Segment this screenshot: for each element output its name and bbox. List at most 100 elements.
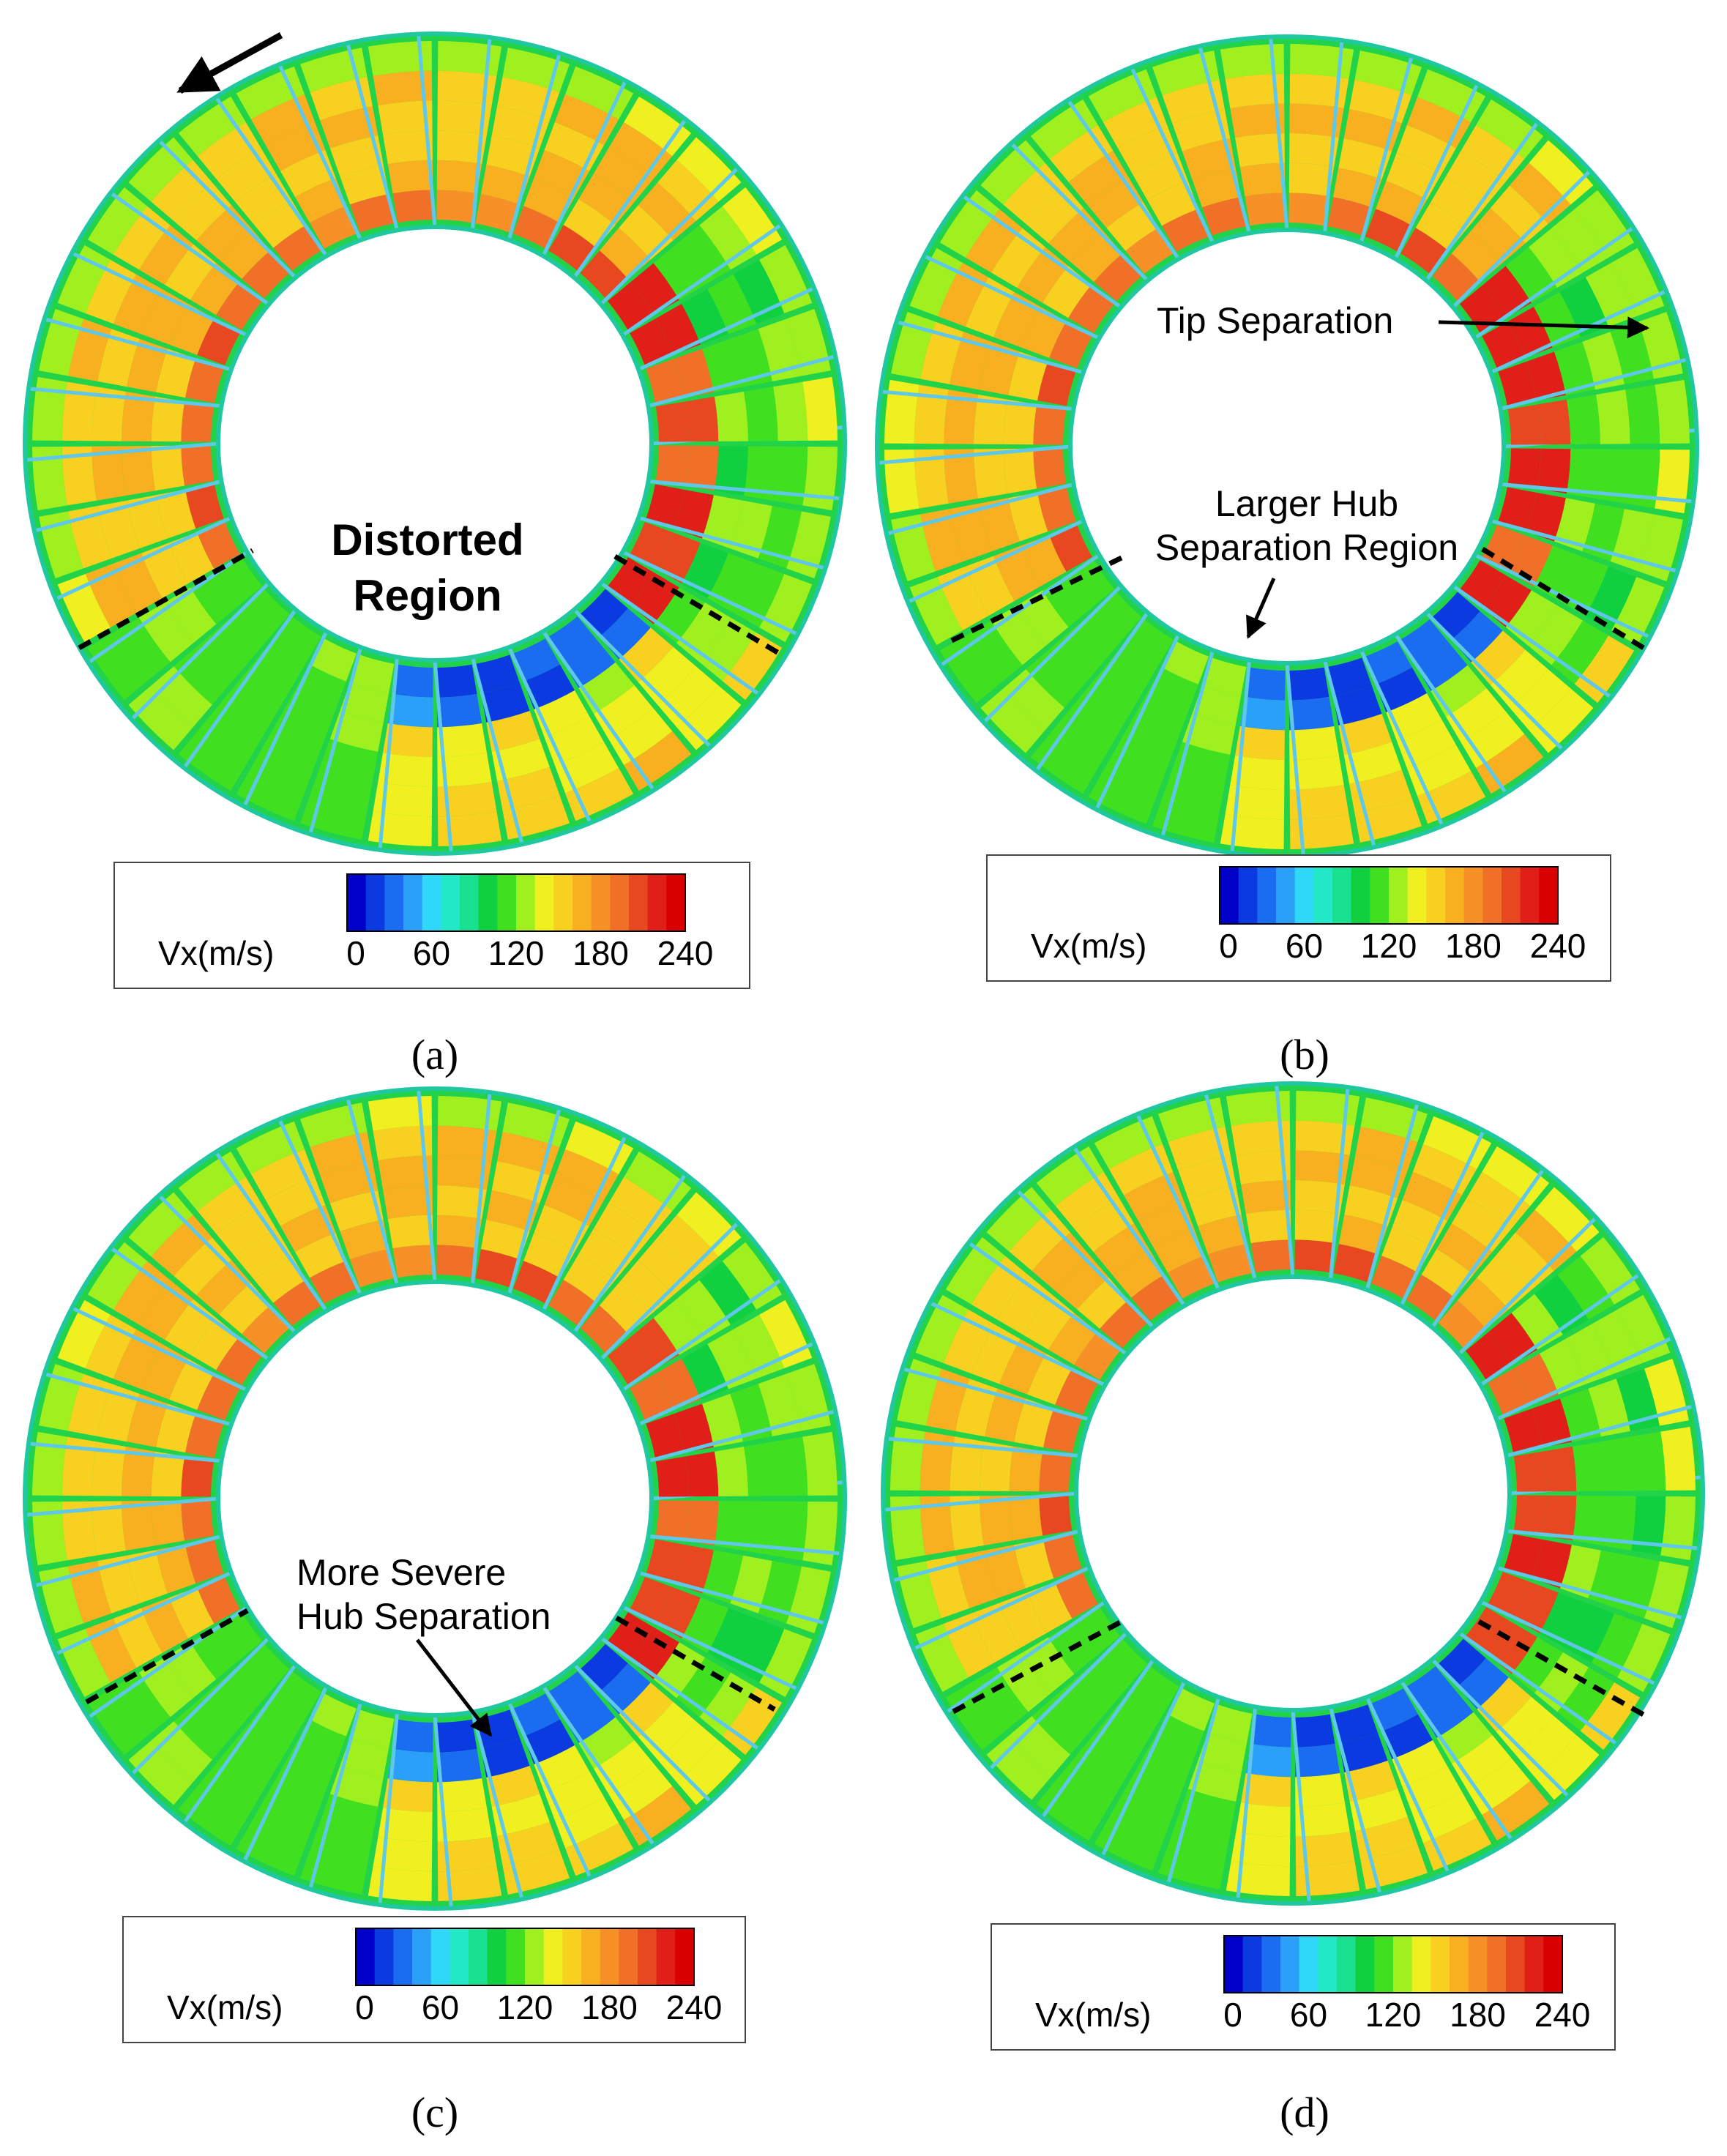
blade-edge (1500, 482, 1694, 504)
contour-cell (113, 206, 171, 270)
contour-cell (512, 1261, 560, 1304)
contour-cell (950, 1496, 984, 1551)
contour-cell (1162, 209, 1209, 252)
colorbar-swatch (1355, 1936, 1375, 1993)
contour-cell (1476, 99, 1544, 160)
contour-cell (802, 447, 838, 511)
contour-cell (61, 446, 97, 506)
blade-edge (433, 1715, 453, 1909)
contour-cell (773, 1436, 808, 1496)
colorbar-swatch (1468, 1936, 1488, 1993)
annulus-contour (881, 1081, 1705, 1906)
contour-cell (1239, 696, 1286, 731)
contour-cell (980, 688, 1045, 753)
contour-cell (758, 318, 802, 381)
annotation-separation-region: Separation Region (1155, 527, 1458, 568)
contour-cell (92, 1441, 126, 1496)
colorbar-swatch (543, 1928, 563, 1985)
blade-edge (507, 1107, 562, 1296)
contour-cell (1596, 449, 1630, 504)
contour-cell (436, 1215, 482, 1249)
contour-cell (310, 1693, 357, 1737)
annotation-distorted: Distorted (331, 515, 523, 564)
blade-edge (1425, 121, 1540, 282)
contour-cell (438, 1866, 502, 1901)
contour-cell (1036, 1780, 1104, 1841)
blade-edge (1451, 169, 1592, 309)
contour-cell (1507, 404, 1541, 445)
blade-edge (1100, 1680, 1187, 1857)
contour-cell (1033, 404, 1067, 445)
contour-cell (92, 446, 126, 501)
blade-edge (572, 608, 712, 749)
contour-cell (1507, 307, 1553, 358)
contour-cell (383, 723, 433, 757)
legend-tick-label: 60 (413, 934, 450, 972)
legend-tick-label: 180 (1445, 927, 1502, 965)
contour-cell (1344, 1185, 1398, 1226)
contour-cell (383, 130, 433, 165)
contour-cell (128, 1192, 193, 1257)
contour-cell (378, 1808, 433, 1842)
contour-cell (1226, 1861, 1290, 1896)
blade-edge (1473, 225, 1635, 340)
contour-cell (1534, 1735, 1600, 1800)
contour-cell (480, 1737, 530, 1778)
blade-edge (1328, 1706, 1382, 1895)
contour-cell (722, 1687, 783, 1756)
hub-separation-pointer (1246, 577, 1276, 639)
contour-cell (1386, 693, 1442, 741)
contour-cell (437, 1155, 492, 1190)
contour-cell (980, 140, 1045, 205)
contour-cell (392, 664, 433, 698)
blade-edge (1505, 1404, 1694, 1458)
blade-edge (54, 515, 232, 601)
blade-edge (130, 1636, 271, 1776)
blade-edge (638, 515, 827, 570)
colorbar-swatch (1294, 867, 1314, 924)
blade-edge (599, 166, 740, 306)
distortion-boundary-line-right (1477, 1619, 1649, 1720)
contour-cell (1202, 657, 1247, 696)
contour-cell (714, 392, 748, 441)
contour-cell (702, 1550, 743, 1604)
contour-cell (1147, 181, 1198, 226)
contour-cell (340, 682, 389, 723)
contour-cell (655, 401, 689, 442)
contour-cell (1417, 69, 1486, 122)
contour-cell (486, 1190, 540, 1231)
contour-cell (979, 341, 1020, 395)
contour-cell (181, 445, 215, 486)
contour-cell (1294, 1239, 1335, 1273)
blade-edge (1135, 1113, 1221, 1291)
colorbar-swatch (1220, 867, 1239, 924)
contour-cell (320, 1161, 378, 1204)
hub (1074, 1275, 1512, 1712)
contour-cell (1055, 1571, 1098, 1619)
contour-cell (702, 338, 743, 392)
colorbar-swatch (647, 874, 667, 931)
contour-cell (368, 1866, 432, 1901)
contour-cell (1250, 1714, 1291, 1747)
contour-cell (1488, 1571, 1531, 1619)
contour-cell (295, 664, 346, 709)
distortion-boundary-line-left (78, 548, 254, 651)
contour-cell (151, 160, 212, 221)
contour-cell (1043, 1409, 1082, 1453)
contour-cell (61, 1436, 97, 1496)
blade-edge (242, 630, 329, 807)
blade-edge (1269, 37, 1289, 231)
contour-cell (1376, 181, 1427, 226)
contour-cell (939, 635, 1000, 704)
contour-cell (1003, 448, 1037, 494)
contour-cell (685, 396, 719, 442)
contour-cell (373, 1125, 433, 1160)
contour-cell (548, 1280, 597, 1327)
contour-cell (1198, 1215, 1247, 1255)
contour-cell (1009, 1209, 1070, 1271)
blade-edge (648, 1534, 842, 1556)
blade-edge (378, 1712, 400, 1906)
contour-cell (685, 1451, 719, 1497)
colorbar-swatch (1299, 1936, 1318, 1993)
contour-cell (744, 1441, 778, 1496)
